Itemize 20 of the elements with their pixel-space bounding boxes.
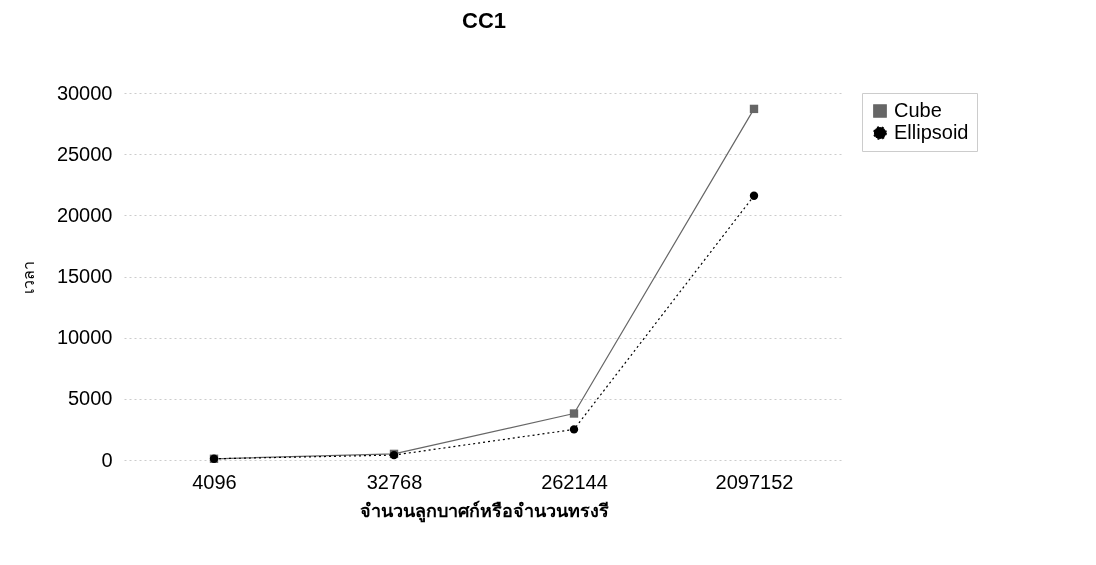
x-tick-label: 262144 bbox=[541, 470, 608, 493]
y-tick-label: 5000 bbox=[68, 387, 113, 410]
x-tick-label: 2097152 bbox=[715, 470, 794, 493]
y-tick-label: 10000 bbox=[56, 326, 113, 349]
x-axis-title: จำนวนลูกบาศก์หรือจำนวนทรงรี bbox=[360, 499, 609, 523]
point bbox=[569, 409, 579, 418]
y-axis-title: เวลา bbox=[19, 260, 37, 294]
y-tick-label: 25000 bbox=[56, 142, 113, 165]
legend-label: Ellipsoid bbox=[894, 121, 969, 143]
x-tick-label: 32768 bbox=[366, 470, 423, 493]
chart-title: CC1 bbox=[461, 8, 507, 33]
point bbox=[569, 425, 579, 434]
point bbox=[749, 104, 759, 114]
y-tick-label: 20000 bbox=[56, 203, 113, 226]
y-tick-label: 15000 bbox=[56, 265, 113, 287]
y-tick-label: 0 bbox=[101, 448, 113, 471]
point bbox=[749, 191, 759, 200]
legend-label: Cube bbox=[894, 99, 942, 121]
x-tick-label: 4096 bbox=[192, 470, 237, 493]
y-tick-label: 30000 bbox=[56, 81, 113, 104]
